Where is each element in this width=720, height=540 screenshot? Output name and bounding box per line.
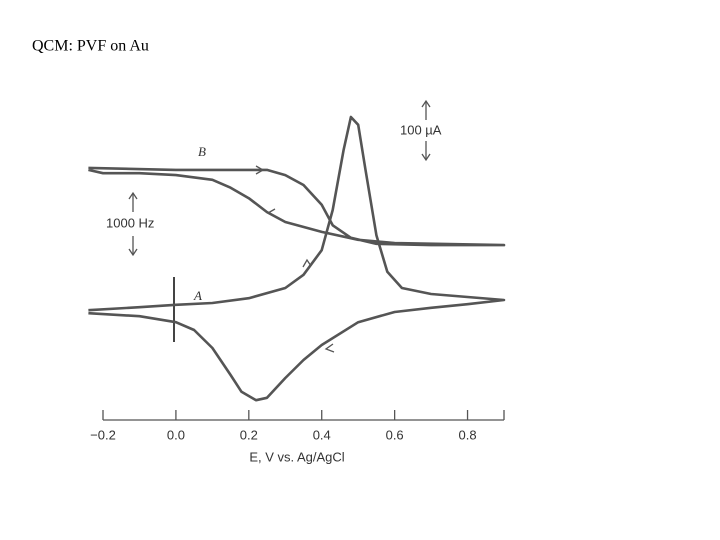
x-tick-label: 0.2 [240, 427, 258, 442]
direction-arrows [255, 165, 335, 353]
scale-label: 1000 Hz [106, 215, 154, 230]
x-tick-label: 0.8 [459, 427, 477, 442]
curve [88, 115, 506, 402]
slide-title: QCM: PVF on Au [32, 38, 149, 55]
x-tick-label: 0.4 [313, 427, 331, 442]
scale-bar-frequency [128, 191, 138, 257]
curve-label: A [193, 288, 202, 303]
scale-bar-current [421, 99, 431, 162]
x-tick-label: 0.6 [386, 427, 404, 442]
curve [88, 166, 506, 247]
curve-label: B [198, 144, 206, 159]
x-axis-label: E, V vs. Ag/AgCl [249, 449, 344, 464]
x-tick-label: 0.0 [167, 427, 185, 442]
x-tick-label: −0.2 [90, 427, 116, 442]
scale-label: 100 µA [400, 122, 442, 137]
